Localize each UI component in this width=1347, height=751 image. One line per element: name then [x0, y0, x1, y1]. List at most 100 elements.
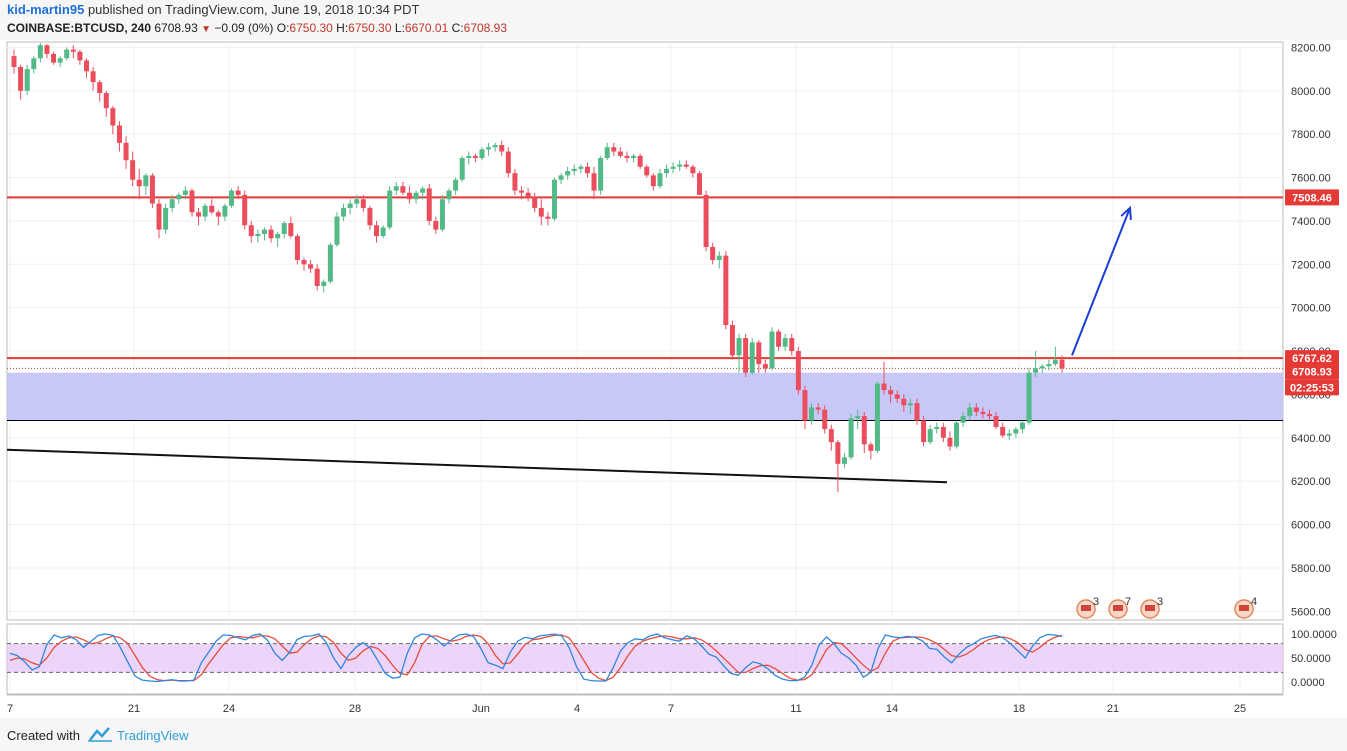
candle-up	[24, 69, 30, 91]
candle-up	[486, 147, 492, 150]
price-tag: 6767.62	[1285, 350, 1339, 367]
candle-down	[189, 190, 195, 213]
y-tick-label: 8000.00	[1291, 86, 1331, 98]
candle-up	[967, 407, 973, 417]
stochastic-k-line	[9, 633, 1063, 683]
candle-up	[782, 338, 788, 347]
tradingview-brand-link[interactable]: TradingView	[117, 728, 189, 743]
event-badge[interactable]: 3	[1076, 596, 1099, 619]
candle-down	[723, 255, 729, 326]
price-tag-label: 6767.62	[1292, 353, 1332, 365]
price-tag-box	[1285, 379, 1339, 396]
price-tag-label: 7508.46	[1292, 192, 1332, 204]
candle-down	[901, 398, 907, 406]
candle-down	[894, 394, 900, 399]
candle-up	[1033, 368, 1039, 373]
candle-down	[637, 155, 643, 167]
candle-up	[1019, 422, 1025, 430]
event-badge[interactable]: 7	[1108, 596, 1131, 619]
candle-down	[743, 338, 749, 373]
candle-down	[795, 351, 801, 391]
candle-down	[433, 220, 439, 230]
event-badge[interactable]: 4	[1234, 596, 1257, 619]
candle-up	[37, 45, 43, 59]
y-tick-label: 6200.00	[1291, 476, 1331, 488]
quote-line: COINBASE:BTCUSD, 240 6708.93 ▼ −0.09 (0%…	[7, 21, 507, 35]
candle-up	[453, 179, 459, 191]
candle-down	[406, 192, 412, 200]
candle-down	[103, 92, 109, 109]
x-tick-label: 11	[790, 703, 801, 715]
candle-down	[242, 194, 248, 226]
candle-up	[255, 233, 261, 237]
candle-down	[130, 160, 136, 180]
candle-down	[400, 186, 406, 193]
candle-up	[439, 199, 445, 230]
author-link[interactable]: kid-martin95	[7, 2, 85, 17]
candle-down	[156, 203, 162, 230]
x-tick-label: 28	[349, 703, 361, 715]
candle-up	[347, 203, 353, 208]
price-tag-box	[1285, 189, 1339, 206]
chart-header: kid-martin95 published on TradingView.co…	[0, 0, 1347, 40]
candle-down	[367, 207, 373, 226]
price-tag: 02:25:53	[1285, 379, 1339, 396]
candle-up	[578, 166, 584, 169]
candle-down	[683, 164, 689, 167]
event-badge-count: 4	[1251, 596, 1257, 608]
candle-down	[624, 155, 630, 159]
last-price: 6708.93	[154, 21, 198, 35]
candle-up	[479, 149, 485, 159]
candle-down	[294, 236, 300, 260]
high-label: H:	[336, 21, 349, 35]
y-tick-label: 5800.00	[1291, 563, 1331, 575]
y-tick-label: 7000.00	[1291, 303, 1331, 315]
candle-up	[954, 422, 960, 447]
candle-up	[446, 190, 452, 200]
candle-down	[426, 188, 432, 221]
candle-up	[551, 179, 557, 219]
candle-down	[308, 264, 314, 269]
candle-down	[986, 413, 992, 417]
candle-down	[1000, 426, 1006, 436]
candle-down	[512, 173, 518, 191]
candle-down	[650, 175, 656, 187]
candle-down	[591, 173, 597, 191]
event-badge[interactable]: 3	[1140, 596, 1163, 619]
candle-down	[90, 71, 96, 83]
y-tick-label: 5600.00	[1291, 606, 1331, 618]
price-tag: 6708.93	[1285, 363, 1339, 380]
symbol-label[interactable]: COINBASE:BTCUSD, 240	[7, 21, 152, 35]
price-tag: 7508.46	[1285, 189, 1339, 206]
candle-up	[380, 227, 386, 237]
candle-down	[136, 179, 142, 187]
candle-down	[532, 197, 538, 208]
candle-up	[934, 426, 940, 430]
candle-up	[670, 166, 676, 169]
trendline	[6, 448, 948, 484]
candle-up	[1046, 364, 1052, 367]
footer-bar: Created with TradingView	[0, 718, 1347, 751]
candle-down	[18, 66, 24, 91]
candle-up	[327, 244, 333, 282]
x-tick-label: 21	[128, 703, 140, 715]
candle-up	[413, 192, 419, 200]
price-chart[interactable]: 8200.00 8000.00 7800.00 7600.00 7400.00 7200.…	[0, 40, 1347, 718]
candle-down	[828, 429, 834, 443]
y-tick-label: 6000.00	[1291, 520, 1331, 532]
candle-up	[677, 164, 683, 167]
candle-up	[558, 175, 564, 180]
candle-down	[110, 108, 116, 126]
candle-down	[617, 151, 623, 156]
candle-up	[874, 383, 880, 451]
candle-down	[762, 364, 768, 369]
candle-down	[472, 155, 478, 159]
candle-down	[51, 53, 57, 63]
candle-down	[545, 216, 551, 219]
candle-down	[710, 246, 716, 260]
open-value: 6750.30	[289, 21, 333, 35]
candle-down	[196, 212, 202, 217]
x-tick-label: 7	[7, 703, 13, 715]
candle-up	[907, 403, 913, 406]
candle-up	[1052, 359, 1058, 365]
